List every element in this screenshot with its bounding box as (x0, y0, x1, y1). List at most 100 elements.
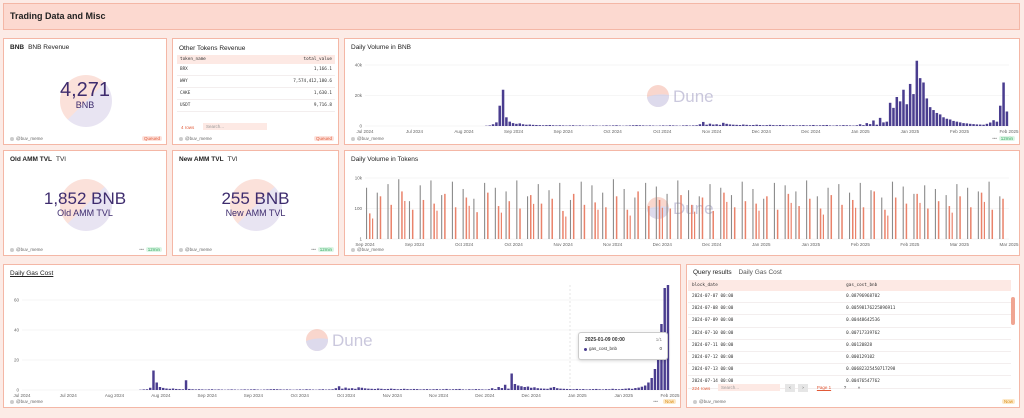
bar[interactable] (481, 389, 484, 390)
bar[interactable] (748, 125, 752, 126)
bar[interactable] (849, 192, 851, 239)
bar[interactable] (666, 193, 668, 239)
bar[interactable] (677, 180, 679, 239)
bar[interactable] (419, 185, 421, 239)
bar[interactable] (805, 125, 808, 126)
bar[interactable] (272, 389, 276, 390)
bar[interactable] (778, 124, 782, 126)
bar[interactable] (626, 209, 629, 239)
bar[interactable] (628, 125, 632, 126)
bar[interactable] (328, 389, 331, 390)
bar[interactable] (432, 389, 435, 390)
bar[interactable] (527, 196, 529, 239)
bar[interactable] (334, 388, 338, 390)
bar[interactable] (545, 125, 548, 126)
status-badge[interactable]: Queued (141, 136, 162, 141)
bar[interactable] (629, 215, 631, 239)
bar[interactable] (516, 385, 520, 391)
bar[interactable] (331, 389, 334, 390)
bar[interactable] (510, 373, 513, 391)
bar[interactable] (491, 124, 495, 126)
bar[interactable] (582, 389, 585, 390)
bar[interactable] (494, 389, 497, 390)
bar[interactable] (991, 209, 994, 239)
bar[interactable] (152, 370, 155, 391)
bar[interactable] (980, 192, 983, 239)
bar[interactable] (448, 389, 452, 390)
bar[interactable] (591, 185, 593, 239)
bar[interactable] (766, 196, 768, 239)
bar[interactable] (902, 186, 904, 239)
bar[interactable] (712, 210, 714, 239)
bar[interactable] (578, 389, 582, 390)
bar[interactable] (412, 388, 416, 390)
bar[interactable] (627, 388, 631, 390)
bar[interactable] (865, 123, 869, 126)
column-header[interactable]: block_date (688, 280, 787, 291)
bar[interactable] (399, 389, 403, 390)
bar[interactable] (602, 192, 604, 239)
bar[interactable] (435, 389, 438, 390)
bar[interactable] (916, 193, 918, 239)
bar[interactable] (825, 124, 828, 126)
bar[interactable] (681, 125, 685, 126)
bar[interactable] (977, 191, 979, 239)
bar[interactable] (201, 389, 204, 390)
bar[interactable] (520, 386, 523, 390)
bar[interactable] (698, 124, 702, 126)
bar[interactable] (680, 195, 682, 239)
bar[interactable] (442, 389, 445, 390)
bar[interactable] (612, 179, 614, 239)
bar[interactable] (357, 387, 360, 390)
bar[interactable] (723, 192, 725, 239)
bar[interactable] (671, 125, 675, 126)
bar[interactable] (595, 388, 598, 390)
table-search-input[interactable]: Search... (203, 123, 267, 130)
bar[interactable] (1005, 111, 1009, 126)
bar[interactable] (905, 104, 909, 126)
bar[interactable] (709, 184, 711, 239)
bar[interactable] (852, 199, 854, 239)
bar[interactable] (795, 191, 797, 239)
bar[interactable] (958, 122, 962, 126)
bar[interactable] (191, 389, 194, 390)
bar[interactable] (543, 388, 546, 390)
bar[interactable] (376, 192, 378, 239)
bar[interactable] (605, 207, 607, 239)
bar[interactable] (913, 193, 915, 239)
bar[interactable] (541, 125, 545, 126)
bar[interactable] (487, 192, 489, 239)
bar[interactable] (321, 389, 325, 390)
bar[interactable] (476, 212, 478, 239)
bar[interactable] (500, 388, 504, 390)
bar[interactable] (888, 102, 892, 126)
bar[interactable] (722, 122, 725, 126)
bar[interactable] (495, 122, 498, 126)
bar[interactable] (798, 206, 800, 239)
bar[interactable] (210, 389, 214, 390)
bar[interactable] (559, 182, 561, 239)
bar[interactable] (408, 201, 411, 239)
bar[interactable] (841, 204, 843, 239)
bar[interactable] (752, 124, 755, 126)
refresh-badge[interactable]: Now (1001, 399, 1015, 404)
bar[interactable] (924, 185, 926, 239)
bar[interactable] (692, 125, 695, 126)
bar[interactable] (695, 125, 698, 126)
bar[interactable] (885, 121, 889, 126)
bar[interactable] (648, 125, 652, 126)
bar[interactable] (902, 89, 905, 126)
bar[interactable] (305, 389, 308, 390)
bar[interactable] (744, 201, 747, 239)
bar[interactable] (451, 389, 455, 390)
scrollbar-thumb[interactable] (1011, 297, 1015, 325)
bar[interactable] (661, 207, 663, 239)
bar[interactable] (842, 125, 845, 126)
bar[interactable] (784, 185, 786, 239)
bar[interactable] (798, 125, 802, 126)
bar[interactable] (373, 388, 377, 390)
bar[interactable] (705, 124, 708, 126)
bar[interactable] (630, 388, 634, 390)
bar[interactable] (763, 198, 765, 239)
bar[interactable] (419, 389, 422, 390)
